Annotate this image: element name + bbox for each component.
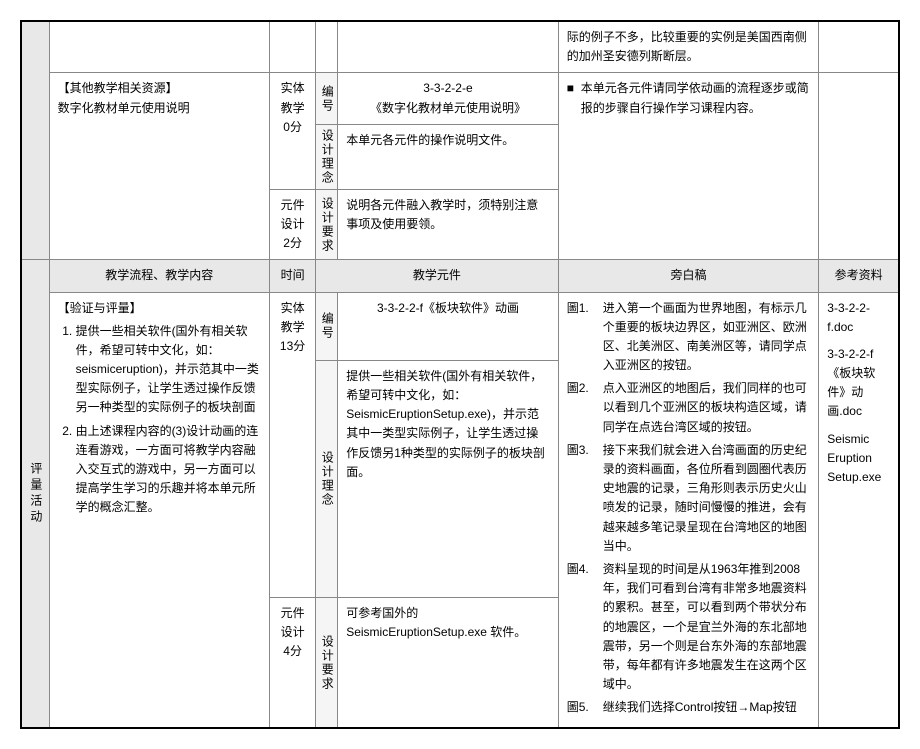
- narr-idx-4: 圖4.: [567, 560, 603, 694]
- narr-idx-2: 圖2.: [567, 379, 603, 437]
- lower-time2: 元件设计 4分: [270, 597, 316, 728]
- lower-flow-item-1: 提供一些相关软件(国外有相关软件，希望可转中文化，如：seismicerupti…: [76, 322, 262, 418]
- lower-time1: 实体教学 13分: [270, 292, 316, 597]
- narr-txt-2: 点入亚洲区的地图后，我们同样的也可以看到几个亚洲区的板块构造区域，请同学在点选台…: [603, 379, 811, 437]
- lower-req-val: 可参考国外的 SeismicEruptionSetup.exe 软件。: [338, 597, 559, 728]
- lesson-plan-table: 际的例子不多，比较重要的实例是美国西南侧的加州圣安德列斯断层。 【其他教学相关资…: [20, 20, 900, 729]
- hdr-reference: 参考资料: [819, 260, 899, 292]
- upper-req-val: 说明各元件融入教学时，须特别注意事项及使用要领。: [338, 189, 559, 260]
- hdr-flow: 教学流程、教学内容: [49, 260, 270, 292]
- lower-code-label: 编号: [316, 292, 338, 360]
- upper-code-val: 3-3-2-2-e 《数字化教材单元使用说明》: [338, 73, 559, 124]
- upper-time1-a: 实体教学: [278, 79, 307, 117]
- narr-txt-5: 继续我们选择Control按钮→Map按钮: [603, 698, 811, 717]
- upper-time2-b: 2分: [278, 234, 307, 253]
- upper-req-label: 设计要求: [316, 189, 338, 260]
- narr-txt-4: 资料呈现的时间是从1963年推到2008年，我们可看到台湾有非常多地震资料的累积…: [603, 560, 811, 694]
- hdr-time: 时间: [270, 260, 316, 292]
- upper-concept-label: 设计理念: [316, 124, 338, 189]
- lower-concept-val: 提供一些相关软件(国外有相关软件，希望可转中文化，如：SeismicErupti…: [338, 360, 559, 597]
- resource-body: 数字化教材单元使用说明: [58, 99, 262, 118]
- resource-flow-cell: 【其他教学相关资源】 数字化教材单元使用说明: [49, 73, 270, 260]
- lower-flow-title: 【验证与评量】: [58, 299, 262, 318]
- lower-code-val: 3-3-2-2-f《板块软件》动画: [338, 292, 559, 360]
- upper-concept-val: 本单元各元件的操作说明文件。: [338, 124, 559, 189]
- narr-txt-3: 接下来我们就会进入台湾画面的历史纪录的资料画面，各位所看到圆圈代表历史地震的记录…: [603, 441, 811, 556]
- narr-idx-5: 圖5.: [567, 698, 603, 717]
- upper-time1-b: 0分: [278, 118, 307, 137]
- upper-empty-sub: [316, 21, 338, 73]
- lower-flow-cell: 【验证与评量】 提供一些相关软件(国外有相关软件，希望可转中文化，如：seism…: [49, 292, 270, 728]
- lower-section-label: 评量活动: [21, 260, 49, 729]
- lower-time2-b: 4分: [278, 642, 307, 661]
- upper-code-label: 编号: [316, 73, 338, 124]
- narr-idx-1: 圖1.: [567, 299, 603, 376]
- upper-narr-text: 本单元各元件请同学依动画的流程逐步或简报的步骤自行操作学习课程内容。: [581, 79, 811, 117]
- bullet-square-icon: ■: [567, 79, 581, 117]
- upper-empty-ref: [819, 21, 899, 73]
- lower-time1-a: 实体教学: [278, 299, 307, 337]
- upper-ref: [819, 73, 899, 260]
- upper-time2: 元件设计 2分: [270, 189, 316, 260]
- lower-flow-list: 提供一些相关软件(国外有相关软件，希望可转中文化，如：seismicerupti…: [58, 322, 262, 518]
- upper-section-label: [21, 21, 49, 260]
- prev-narration: 际的例子不多，比较重要的实例是美国西南侧的加州圣安德列斯断层。: [558, 21, 819, 73]
- lower-time2-a: 元件设计: [278, 604, 307, 642]
- upper-time2-a: 元件设计: [278, 196, 307, 234]
- lower-narr-cell: 圖1.进入第一个画面为世界地图，有标示几个重要的板块边界区，如亚洲区、欧洲区、北…: [558, 292, 819, 728]
- lower-ref-cell: 3-3-2-2-f.doc 3-3-2-2-f《板块软件》动画.doc Seis…: [819, 292, 899, 728]
- upper-empty-time: [270, 21, 316, 73]
- upper-narr: ■ 本单元各元件请同学依动画的流程逐步或简报的步骤自行操作学习课程内容。: [558, 73, 819, 260]
- upper-time1: 实体教学 0分: [270, 73, 316, 189]
- lower-flow-item-2: 由上述课程内容的(3)设计动画的连连看游戏，一方面可将教学内容融入交互式的游戏中…: [76, 422, 262, 518]
- lower-concept-label: 设计理念: [316, 360, 338, 597]
- ref-3: Seismic Eruption Setup.exe: [827, 430, 890, 488]
- upper-empty-flow: [49, 21, 270, 73]
- lower-req-label: 设计要求: [316, 597, 338, 728]
- hdr-component: 教学元件: [316, 260, 559, 292]
- upper-empty-comp: [338, 21, 559, 73]
- lower-time1-b: 13分: [278, 337, 307, 356]
- column-header-row: 评量活动 教学流程、教学内容 时间 教学元件 旁白稿 参考资料: [21, 260, 899, 292]
- hdr-narration: 旁白稿: [558, 260, 819, 292]
- ref-2: 3-3-2-2-f《板块软件》动画.doc: [827, 345, 890, 422]
- narr-idx-3: 圖3.: [567, 441, 603, 556]
- ref-1: 3-3-2-2-f.doc: [827, 299, 890, 337]
- narration-list: 圖1.进入第一个画面为世界地图，有标示几个重要的板块边界区，如亚洲区、欧洲区、北…: [567, 299, 811, 718]
- resource-title: 【其他教学相关资源】: [58, 79, 262, 98]
- narr-txt-1: 进入第一个画面为世界地图，有标示几个重要的板块边界区，如亚洲区、欧洲区、北美洲区…: [603, 299, 811, 376]
